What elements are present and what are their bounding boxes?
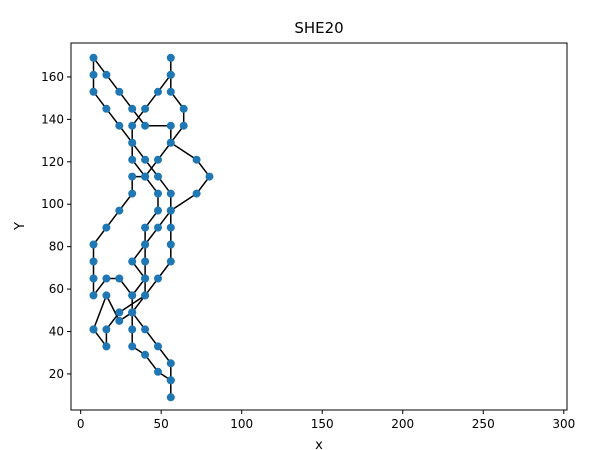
data-point bbox=[102, 223, 111, 232]
data-point bbox=[128, 291, 137, 300]
chart-title: SHE20 bbox=[294, 19, 343, 37]
data-point bbox=[166, 223, 175, 232]
data-point bbox=[141, 172, 150, 181]
data-point bbox=[102, 342, 111, 351]
data-point bbox=[192, 155, 201, 164]
data-point bbox=[166, 240, 175, 249]
data-point bbox=[166, 359, 175, 368]
data-point bbox=[89, 240, 98, 249]
x-tick-label: 100 bbox=[230, 417, 253, 431]
y-tick-label: 120 bbox=[41, 155, 64, 169]
y-tick-label: 40 bbox=[49, 325, 64, 339]
data-point bbox=[154, 189, 162, 198]
data-point bbox=[89, 325, 98, 334]
y-axis-label: Y bbox=[13, 222, 28, 231]
data-point bbox=[115, 308, 124, 317]
y-tick-label: 140 bbox=[41, 112, 64, 126]
data-point bbox=[192, 189, 201, 198]
x-axis: 0 50 100 150 200 250 300 bbox=[77, 410, 575, 431]
plot-frame bbox=[70, 42, 568, 411]
data-point bbox=[154, 367, 162, 376]
data-point bbox=[154, 172, 162, 181]
data-point bbox=[141, 121, 150, 130]
data-point bbox=[128, 138, 137, 147]
data-point bbox=[102, 274, 111, 283]
data-point bbox=[128, 155, 137, 164]
data-point bbox=[128, 121, 137, 130]
data-point bbox=[205, 172, 214, 181]
data-point bbox=[115, 87, 124, 96]
data-point bbox=[128, 342, 137, 351]
y-tick-label: 100 bbox=[41, 197, 64, 211]
data-point bbox=[141, 240, 150, 249]
x-tick-label: 150 bbox=[311, 417, 334, 431]
data-point bbox=[89, 274, 98, 283]
data-point bbox=[166, 257, 175, 266]
data-point bbox=[128, 104, 137, 113]
y-tick-label: 80 bbox=[49, 240, 64, 254]
data-point bbox=[115, 274, 124, 283]
y-tick-label: 20 bbox=[49, 367, 64, 381]
data-point bbox=[141, 223, 150, 232]
data-point bbox=[128, 172, 137, 181]
x-axis-label: x bbox=[315, 438, 323, 450]
data-point bbox=[128, 257, 137, 266]
data-point bbox=[141, 325, 150, 334]
y-axis: 20 40 60 80 100 120 140 160 bbox=[41, 70, 71, 381]
data-point bbox=[166, 53, 175, 62]
y-tick-label: 160 bbox=[41, 70, 64, 84]
data-point bbox=[166, 87, 175, 96]
data-point bbox=[141, 291, 150, 300]
x-tick-label: 50 bbox=[154, 417, 169, 431]
data-point bbox=[89, 53, 98, 62]
x-tick-label: 0 bbox=[77, 417, 85, 431]
data-point bbox=[154, 155, 162, 164]
data-point bbox=[89, 257, 98, 266]
data-point bbox=[166, 121, 175, 130]
data-point bbox=[115, 206, 124, 215]
data-point bbox=[166, 206, 175, 215]
data-point bbox=[166, 189, 175, 198]
data-point bbox=[102, 291, 111, 300]
data-point bbox=[141, 155, 150, 164]
data-point bbox=[102, 325, 111, 334]
data-point bbox=[115, 316, 124, 325]
data-point bbox=[154, 274, 162, 283]
x-tick-label: 200 bbox=[391, 417, 414, 431]
data-point bbox=[154, 87, 162, 96]
x-tick-label: 250 bbox=[472, 417, 495, 431]
data-point bbox=[179, 121, 188, 130]
data-point bbox=[128, 308, 137, 317]
data-point bbox=[141, 104, 150, 113]
data-point bbox=[154, 342, 162, 351]
data-point bbox=[166, 138, 175, 147]
plot-area bbox=[89, 53, 214, 402]
x-tick-label: 300 bbox=[552, 417, 575, 431]
data-point bbox=[154, 223, 162, 232]
data-point bbox=[179, 104, 188, 113]
data-point bbox=[128, 325, 137, 334]
data-point bbox=[89, 291, 98, 300]
data-point bbox=[102, 70, 111, 79]
data-point bbox=[154, 206, 162, 215]
data-point bbox=[115, 121, 124, 130]
data-point bbox=[141, 350, 150, 359]
data-point bbox=[128, 189, 137, 198]
data-point bbox=[166, 376, 175, 385]
data-point bbox=[166, 70, 175, 79]
data-point bbox=[89, 70, 98, 79]
data-point bbox=[102, 104, 111, 113]
data-point bbox=[89, 87, 98, 96]
data-point bbox=[141, 257, 150, 266]
data-point bbox=[166, 393, 175, 402]
data-point bbox=[141, 274, 150, 283]
y-tick-label: 60 bbox=[49, 282, 64, 296]
